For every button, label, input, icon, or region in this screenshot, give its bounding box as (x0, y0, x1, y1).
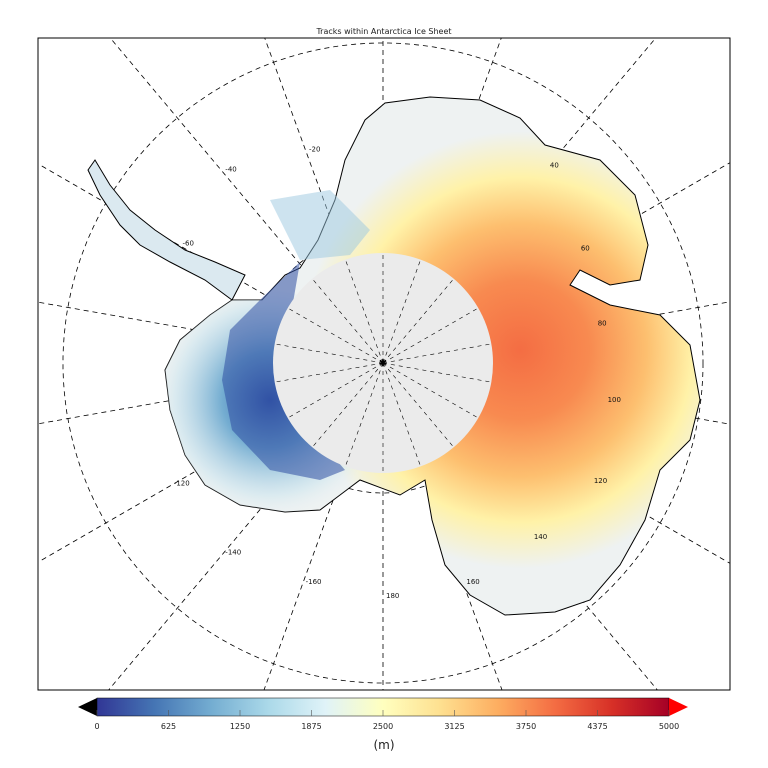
longitude-label: 60 (581, 245, 590, 253)
colorbar-tick-label: 4375 (587, 722, 608, 731)
longitude-label: 40 (550, 162, 559, 170)
meridian-line-inner (274, 362, 384, 383)
colorbar-tick-label: 625 (160, 722, 177, 731)
colorbar-tick-label: 5000 (658, 722, 680, 731)
meridian-line-inner (382, 343, 492, 364)
longitude-label: -60 (182, 240, 193, 248)
meridian-line-inner (382, 278, 454, 364)
colorbar-tick-label: 1875 (301, 722, 322, 731)
longitude-label: -140 (225, 549, 241, 557)
latitude-circle (62, 42, 704, 684)
longitude-label: -20 (309, 146, 320, 154)
weddell-margin (270, 190, 370, 260)
colorbar-tick-label: 3125 (444, 722, 465, 731)
meridian-line-inner (382, 307, 479, 364)
meridian-line-inner (382, 362, 454, 448)
longitude-label: 120 (594, 477, 607, 485)
longitude-label: -160 (306, 578, 322, 586)
longitude-label: -120 (174, 480, 190, 488)
colorbar-tick-label: 1250 (229, 722, 251, 731)
meridian-line (453, 447, 658, 690)
meridian-line-inner (382, 259, 421, 364)
longitude-label: 140 (534, 533, 547, 541)
meridian-line-inner (345, 259, 384, 364)
colorbar-under-arrow (78, 698, 97, 716)
meridian-line-inner (312, 362, 384, 448)
longitude-label: 100 (608, 396, 621, 404)
meridian-line-inner (345, 362, 384, 467)
meridian-line (108, 447, 313, 690)
south-pole-marker: ✱ (379, 358, 387, 369)
map-title: Tracks within Antarctica Ice Sheet (316, 27, 452, 36)
meridian-line (109, 38, 313, 279)
longitude-label: 80 (598, 320, 607, 328)
colorbar-unit: (m) (373, 738, 395, 752)
colorbar-tick-label: 2500 (372, 722, 394, 731)
antarctic-peninsula (87, 159, 246, 301)
colorbar-over-arrow (669, 698, 688, 716)
colorbar-tick-label: 3750 (515, 722, 537, 731)
colorbar-tick-label: 0 (94, 722, 100, 731)
meridian-line (263, 466, 346, 690)
meridian-line-inner (312, 278, 384, 364)
longitude-label: -40 (225, 165, 236, 173)
longitude-label: 180 (386, 592, 399, 600)
meridian-line-inner (382, 362, 421, 467)
meridian-line-inner (287, 307, 384, 364)
meridian-line-inner (274, 343, 384, 364)
meridian-line-inner (382, 362, 492, 383)
longitude-label: 160 (466, 578, 479, 586)
meridian-line-inner (287, 362, 384, 419)
meridian-line-inner (382, 362, 479, 419)
